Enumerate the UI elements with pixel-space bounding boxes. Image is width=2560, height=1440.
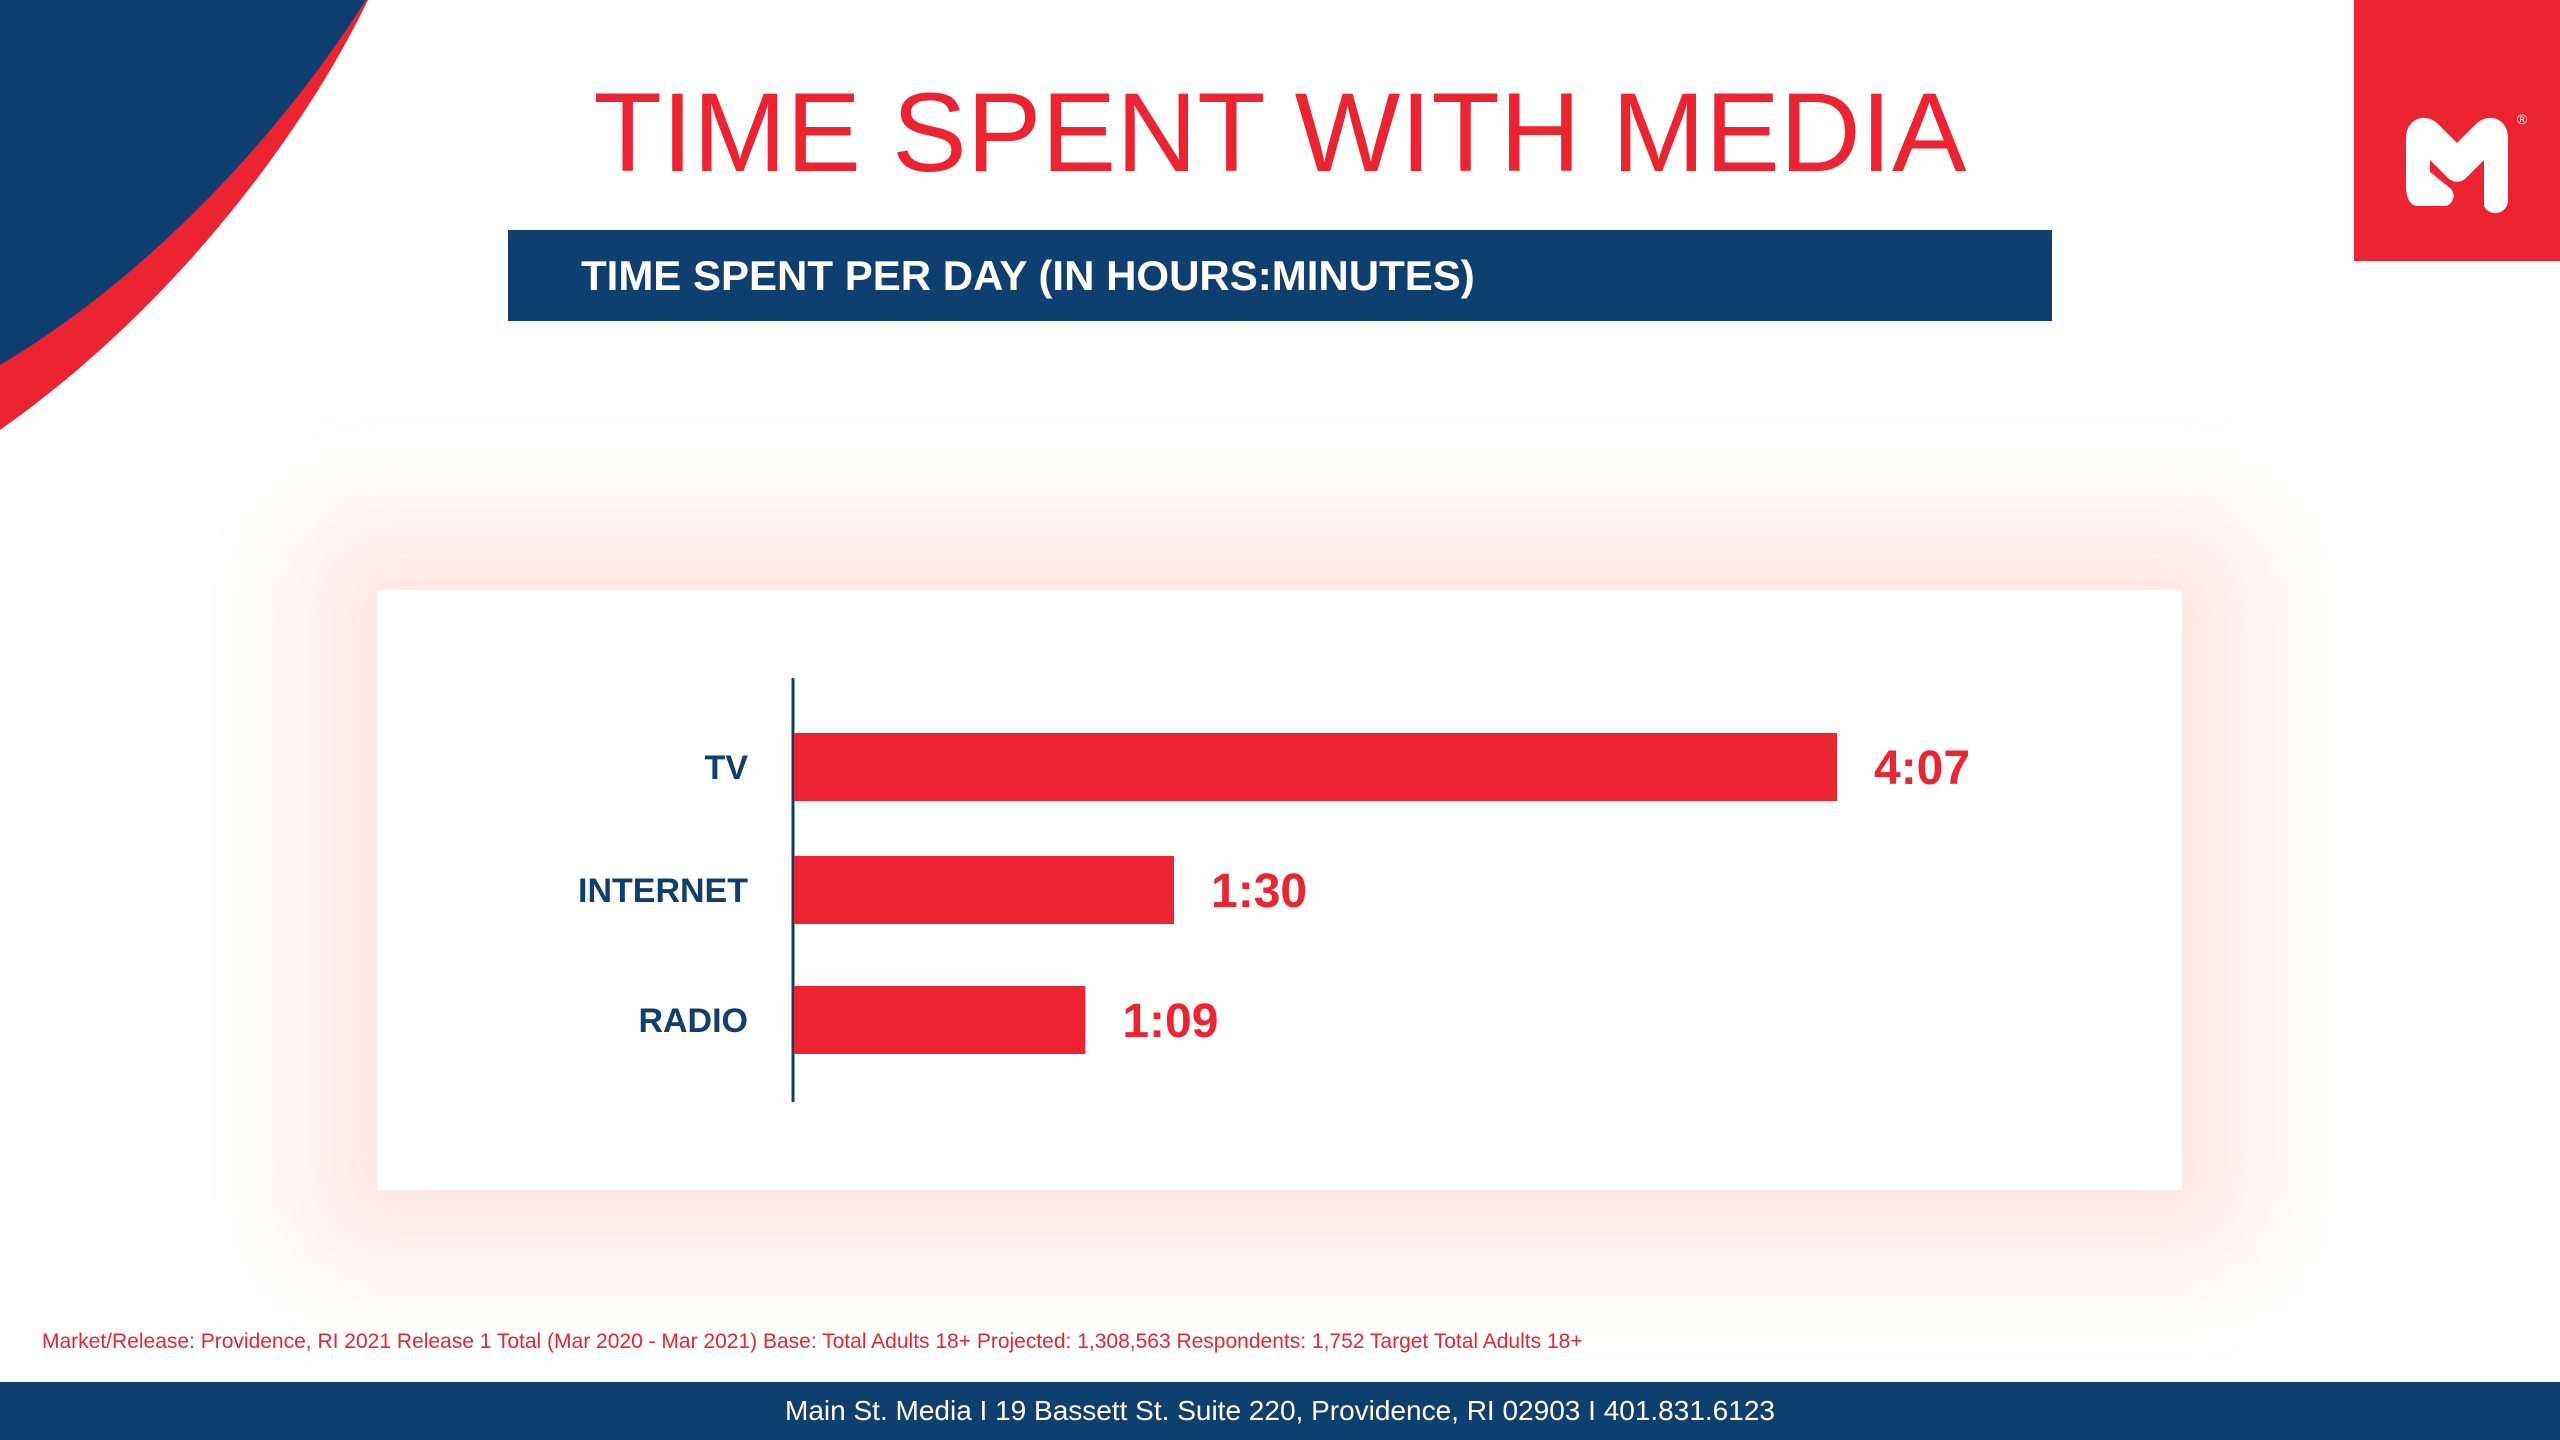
chart-subtitle: TIME SPENT PER DAY (IN HOURS:MINUTES) [581, 252, 1475, 299]
bar-tv [794, 733, 1837, 801]
footer-bar: Main St. Media I 19 Bassett St. Suite 22… [0, 1382, 2560, 1440]
bar-internet [794, 856, 1175, 924]
m-logo-icon: ® [2406, 111, 2528, 214]
chart-card: TV 4:07 INTERNET 1:30 RADIO 1:09 [377, 590, 2182, 1190]
corner-swoosh-decoration [0, 0, 368, 430]
category-label-radio: RADIO [638, 1002, 748, 1040]
page-title: TIME SPENT WITH MEDIA [593, 70, 1967, 195]
bar-chart: TV 4:07 INTERNET 1:30 RADIO 1:09 [578, 678, 1970, 1102]
footer-contact: Main St. Media I 19 Bassett St. Suite 22… [785, 1395, 1775, 1426]
registered-mark: ® [2517, 111, 2528, 127]
subtitle-banner: TIME SPENT PER DAY (IN HOURS:MINUTES) [508, 230, 2052, 321]
value-label-radio: 1:09 [1122, 995, 1218, 1048]
source-footnote: Market/Release: Providence, RI 2021 Rele… [42, 1330, 1583, 1353]
brand-logo: ® [2354, 0, 2560, 261]
value-label-tv: 4:07 [1874, 742, 1970, 795]
category-label-tv: TV [705, 749, 749, 787]
bar-radio [794, 986, 1086, 1054]
category-label-internet: INTERNET [578, 872, 748, 910]
value-label-internet: 1:30 [1211, 865, 1307, 918]
